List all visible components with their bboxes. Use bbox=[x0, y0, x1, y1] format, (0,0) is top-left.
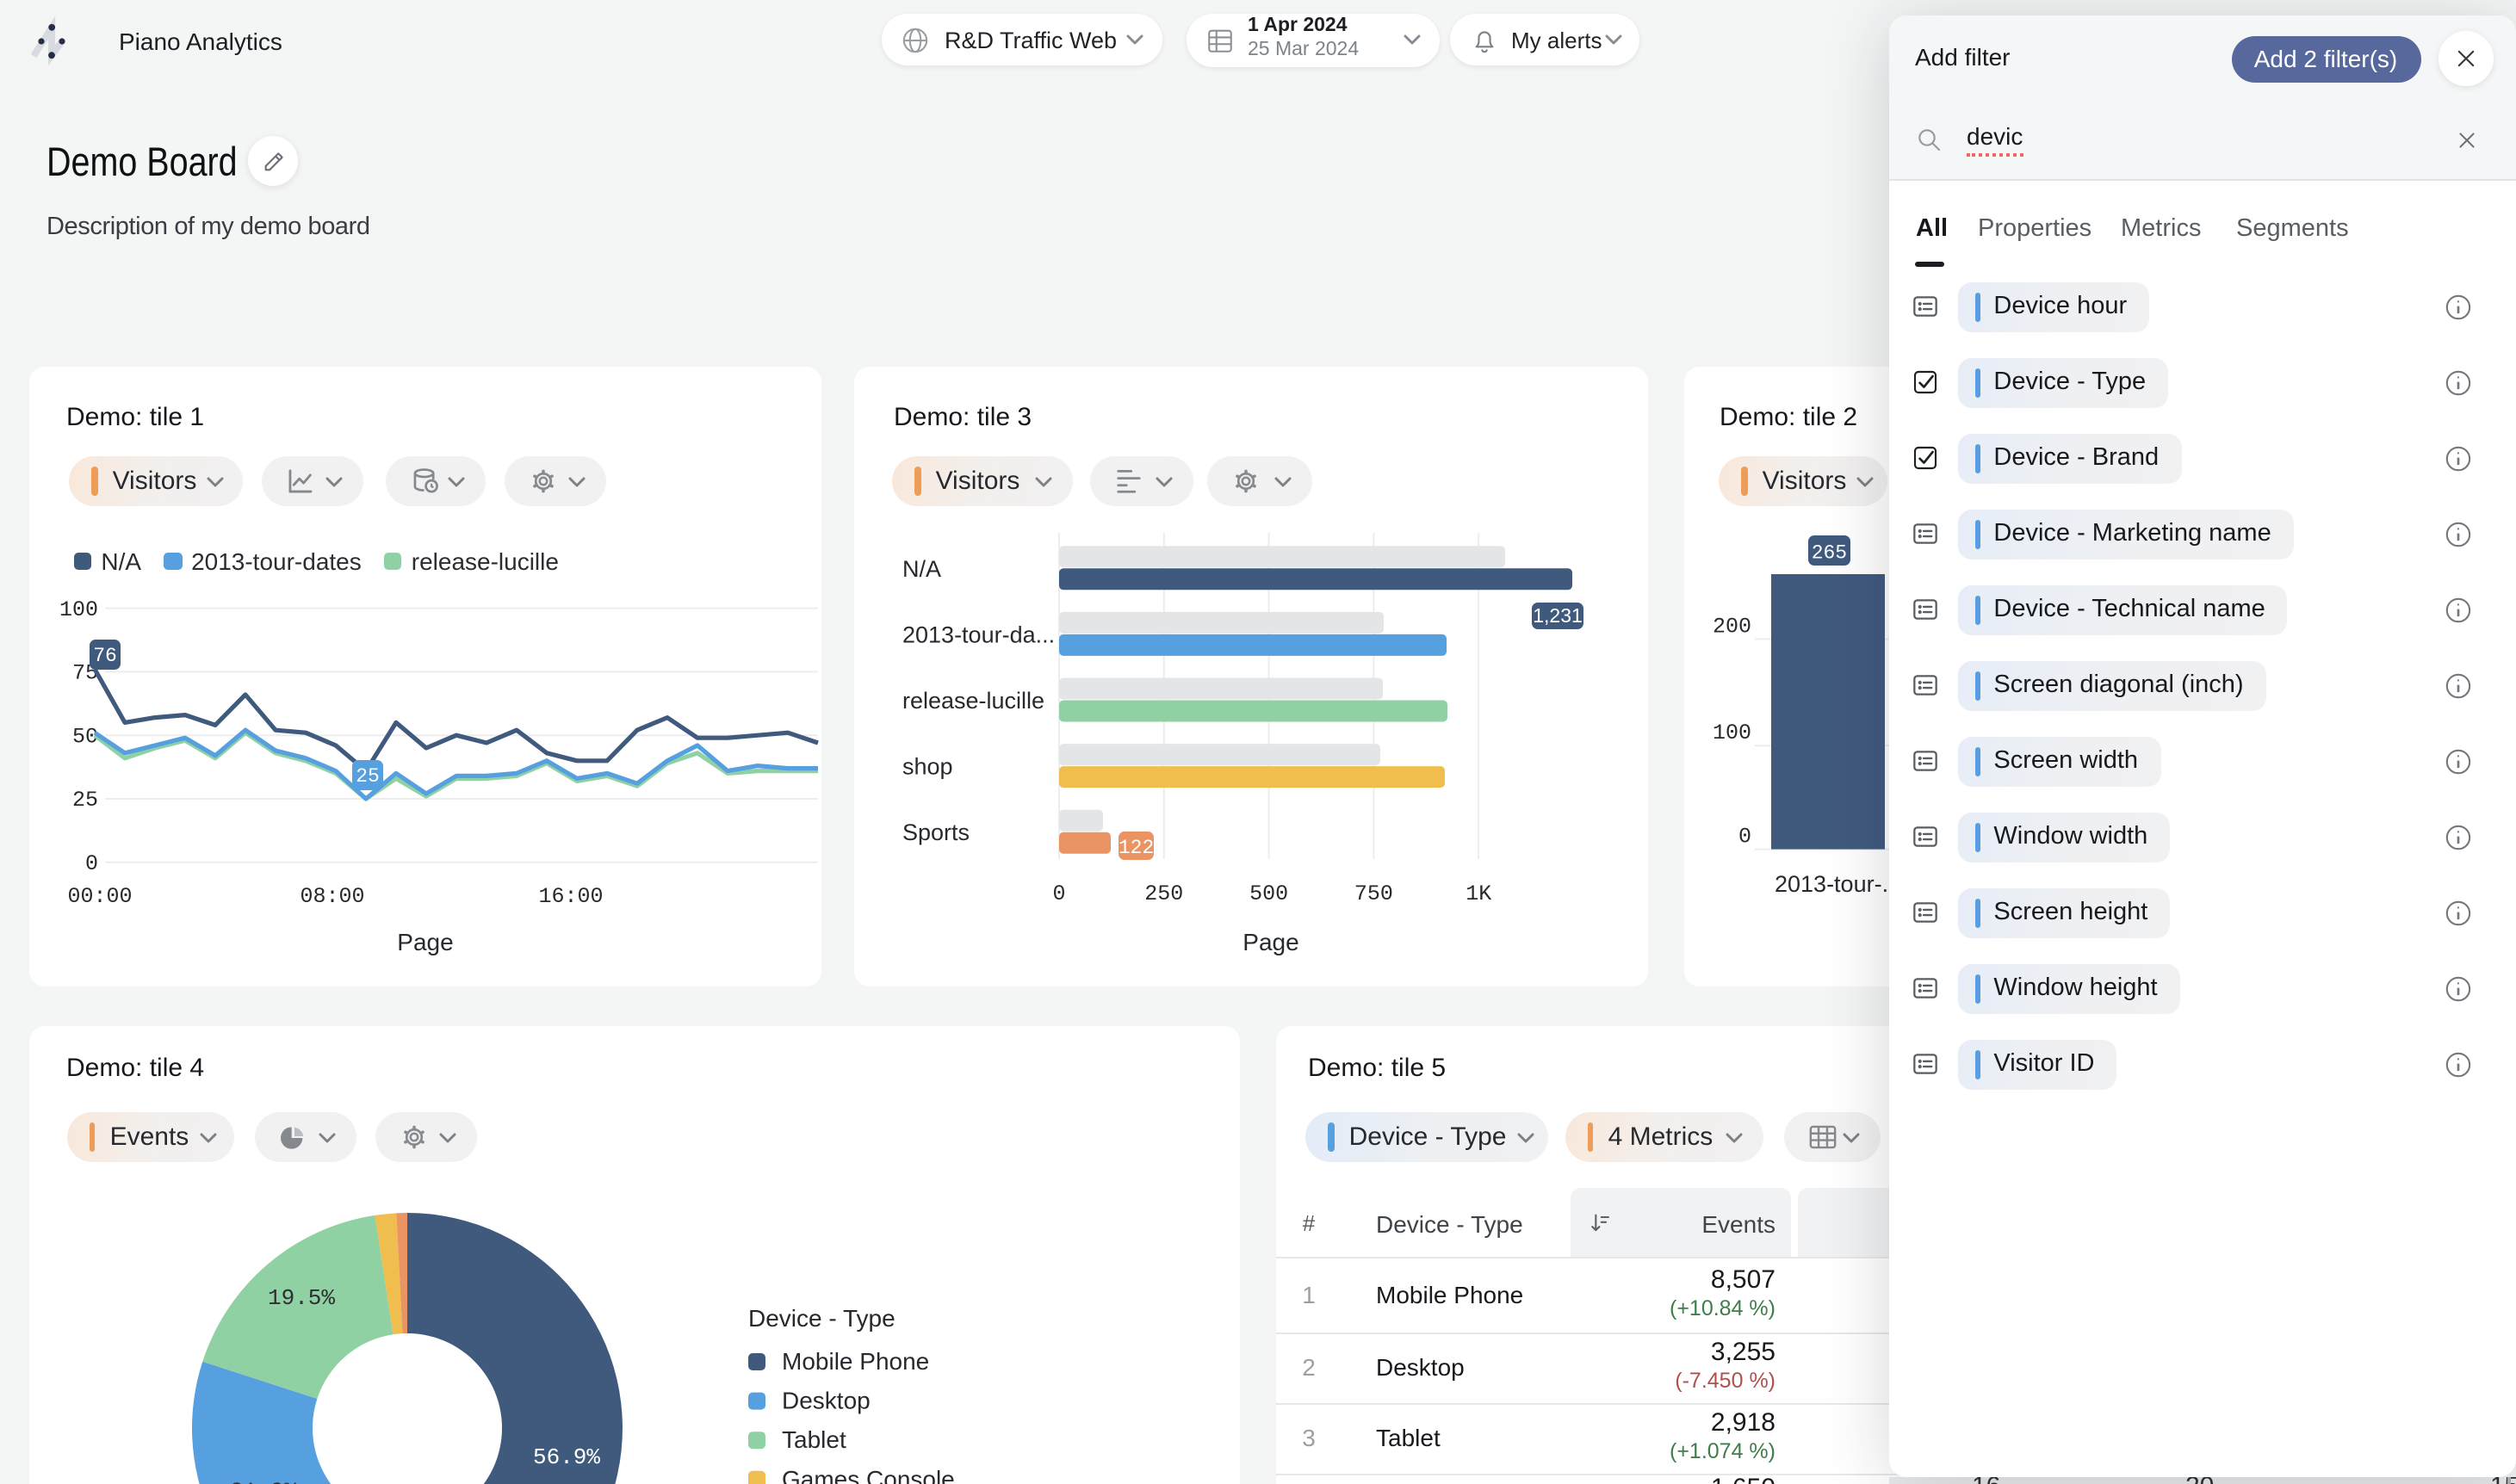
svg-text:76: 76 bbox=[93, 645, 117, 667]
svg-text:2013-tour-...: 2013-tour-... bbox=[1775, 871, 1889, 897]
svg-text:25: 25 bbox=[72, 788, 98, 813]
svg-text:19.5%: 19.5% bbox=[268, 1284, 335, 1310]
svg-text:release-lucille: release-lucille bbox=[902, 688, 1044, 714]
svg-text:100: 100 bbox=[1713, 720, 1751, 745]
svg-text:0: 0 bbox=[1738, 825, 1751, 850]
svg-text:200: 200 bbox=[1713, 614, 1751, 639]
svg-text:21.2%: 21.2% bbox=[230, 1477, 297, 1484]
svg-text:500: 500 bbox=[1249, 881, 1287, 906]
svg-text:00:00: 00:00 bbox=[67, 884, 132, 909]
svg-text:0: 0 bbox=[1051, 881, 1064, 906]
svg-text:Sports: Sports bbox=[902, 819, 969, 845]
svg-text:250: 250 bbox=[1143, 881, 1182, 906]
svg-text:1K: 1K bbox=[1465, 881, 1490, 906]
svg-text:100: 100 bbox=[59, 597, 98, 622]
svg-text:25: 25 bbox=[356, 765, 380, 788]
svg-text:750: 750 bbox=[1354, 881, 1392, 906]
svg-text:Page: Page bbox=[1242, 929, 1298, 955]
svg-text:Desktop: Desktop bbox=[782, 1387, 871, 1413]
svg-text:08:00: 08:00 bbox=[300, 884, 364, 909]
svg-text:16:00: 16:00 bbox=[538, 884, 603, 909]
svg-text:N/A: N/A bbox=[902, 556, 940, 582]
svg-text:Page: Page bbox=[397, 929, 453, 955]
svg-text:265: 265 bbox=[1812, 542, 1847, 565]
svg-text:Mobile Phone: Mobile Phone bbox=[782, 1347, 929, 1374]
svg-text:2013-tour-da...: 2013-tour-da... bbox=[902, 621, 1054, 647]
svg-text:1,231: 1,231 bbox=[1532, 604, 1582, 627]
svg-text:shop: shop bbox=[902, 754, 952, 780]
svg-text:56.9%: 56.9% bbox=[533, 1444, 600, 1469]
svg-text:0: 0 bbox=[85, 851, 98, 876]
svg-text:Tablet: Tablet bbox=[782, 1425, 846, 1452]
svg-text:Games Console: Games Console bbox=[782, 1465, 955, 1484]
svg-text:122: 122 bbox=[1118, 837, 1153, 859]
svg-text:Device - Type: Device - Type bbox=[748, 1304, 895, 1331]
